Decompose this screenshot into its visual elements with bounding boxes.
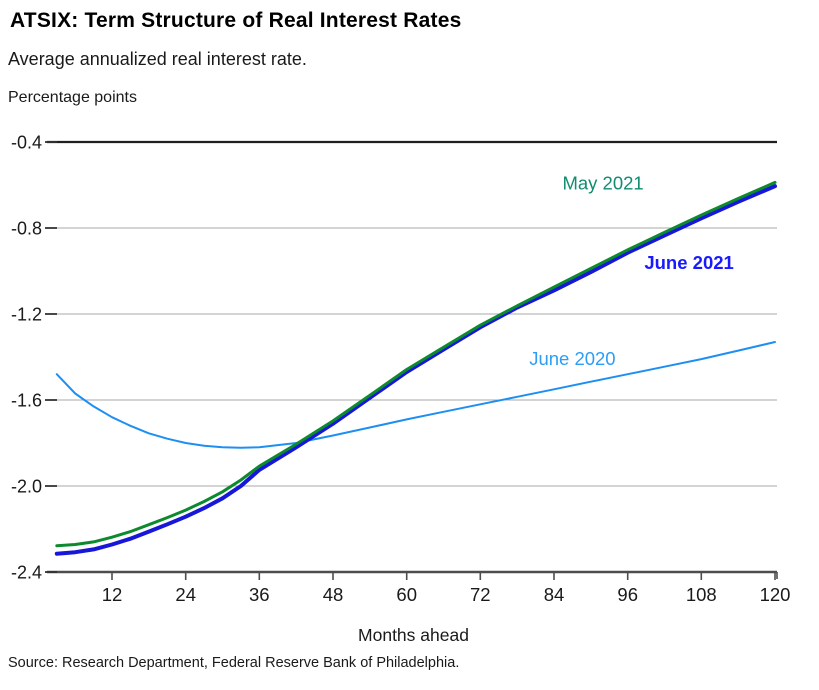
- x-tick-label: 84: [544, 584, 565, 605]
- y-axis-unit-label: Percentage points: [8, 89, 137, 106]
- line-june-2020: [55, 341, 776, 449]
- y-tick-label: -0.8: [11, 219, 42, 239]
- line-june-2021: [54, 184, 777, 556]
- chart-title: ATSIX: Term Structure of Real Interest R…: [10, 9, 462, 32]
- x-tick-label: 36: [249, 584, 270, 605]
- series-label-may-2021: May 2021: [562, 173, 643, 194]
- chart-subtitle: Average annualized real interest rate.: [8, 49, 307, 69]
- y-tick-label: -1.2: [11, 305, 42, 325]
- x-tick-label: 72: [470, 584, 491, 605]
- x-tick-label: 48: [323, 584, 344, 605]
- y-tick-label: -2.0: [11, 477, 42, 497]
- y-tick-label: -1.6: [11, 391, 42, 411]
- source-note: Source: Research Department, Federal Res…: [8, 655, 460, 671]
- y-tick-label: -0.4: [11, 133, 42, 153]
- x-tick-label: 120: [760, 584, 791, 605]
- x-tick-label: 60: [396, 584, 417, 605]
- series-label-june-2021: June 2021: [644, 252, 733, 273]
- x-tick-label: 12: [102, 584, 123, 605]
- x-tick-label: 24: [175, 584, 196, 605]
- line-may-2021: [55, 180, 777, 548]
- x-tick-label: 108: [686, 584, 717, 605]
- series-label-june-2020: June 2020: [529, 348, 615, 369]
- y-tick-label: -2.4: [11, 563, 42, 583]
- x-tick-label: 96: [617, 584, 638, 605]
- x-axis-title: Months ahead: [358, 625, 469, 645]
